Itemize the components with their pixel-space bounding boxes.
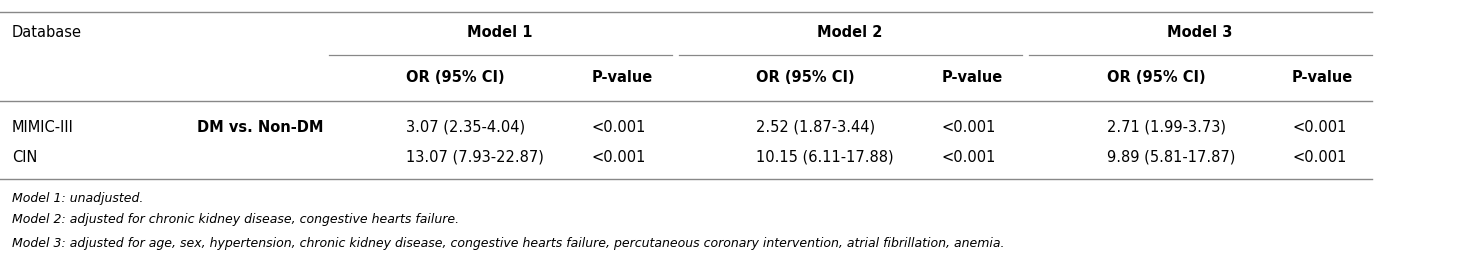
Text: P-value: P-value (591, 70, 653, 86)
Text: 3.07 (2.35-4.04): 3.07 (2.35-4.04) (406, 120, 526, 135)
Text: 2.71 (1.99-3.73): 2.71 (1.99-3.73) (1107, 120, 1226, 135)
Text: <0.001: <0.001 (591, 150, 645, 165)
Text: Model 3: Model 3 (1168, 25, 1232, 40)
Text: <0.001: <0.001 (1292, 120, 1346, 135)
Text: MIMIC-III: MIMIC-III (12, 120, 73, 135)
Text: OR (95% CI): OR (95% CI) (756, 70, 856, 86)
Text: CIN: CIN (12, 150, 36, 165)
Text: OR (95% CI): OR (95% CI) (1107, 70, 1206, 86)
Text: Model 1: Model 1 (467, 25, 531, 40)
Text: 2.52 (1.87-3.44): 2.52 (1.87-3.44) (756, 120, 876, 135)
Text: <0.001: <0.001 (942, 120, 996, 135)
Text: P-value: P-value (1292, 70, 1353, 86)
Text: <0.001: <0.001 (591, 120, 645, 135)
Text: <0.001: <0.001 (942, 150, 996, 165)
Text: Model 2: adjusted for chronic kidney disease, congestive hearts failure.: Model 2: adjusted for chronic kidney dis… (12, 213, 458, 226)
Text: OR (95% CI): OR (95% CI) (406, 70, 505, 86)
Text: Model 2: Model 2 (818, 25, 882, 40)
Text: 9.89 (5.81-17.87): 9.89 (5.81-17.87) (1107, 150, 1235, 165)
Text: DM vs. Non-DM: DM vs. Non-DM (197, 120, 324, 135)
Text: Model 1: unadjusted.: Model 1: unadjusted. (12, 192, 143, 205)
Text: Database: Database (12, 25, 82, 40)
Text: P-value: P-value (942, 70, 1003, 86)
Text: Model 3: adjusted for age, sex, hypertension, chronic kidney disease, congestive: Model 3: adjusted for age, sex, hyperten… (12, 237, 1004, 250)
Text: 10.15 (6.11-17.88): 10.15 (6.11-17.88) (756, 150, 894, 165)
Text: <0.001: <0.001 (1292, 150, 1346, 165)
Text: 13.07 (7.93-22.87): 13.07 (7.93-22.87) (406, 150, 543, 165)
